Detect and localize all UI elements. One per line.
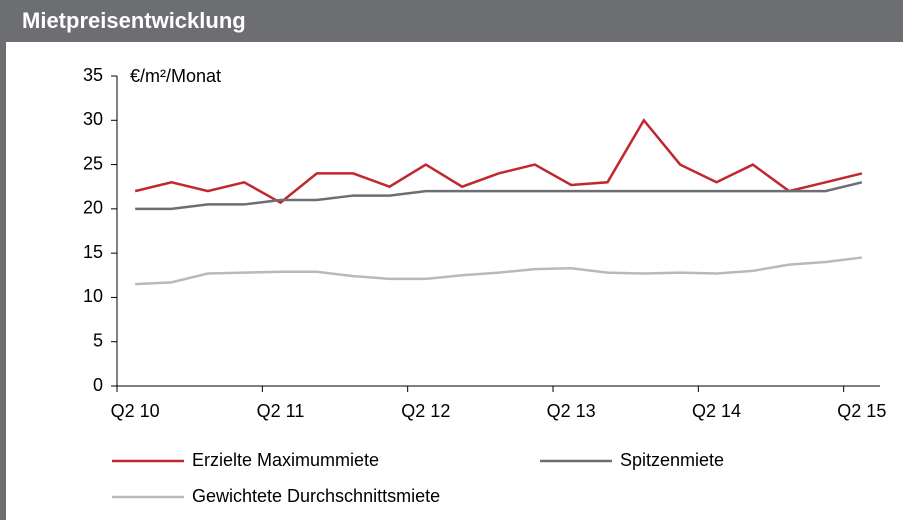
y-tick-label: 5	[93, 330, 103, 350]
frame-left	[0, 42, 6, 520]
y-tick-label: 20	[83, 198, 103, 218]
line-series	[135, 256, 862, 286]
x-tick-label: Q2 11	[257, 401, 305, 421]
y-tick-label: 15	[83, 242, 103, 262]
legend-label: Spitzenmiete	[620, 450, 724, 470]
y-tick-label: 0	[93, 375, 103, 395]
x-tick-label: Q2 14	[692, 401, 741, 421]
y-tick-label: 35	[83, 65, 103, 85]
line-series	[134, 118, 863, 205]
legend-label: Erzielte Maximummiete	[192, 450, 379, 470]
x-tick-label: Q2 10	[111, 401, 160, 421]
x-tick-label: Q2 12	[401, 401, 450, 421]
y-tick-label: 30	[83, 109, 103, 129]
x-tick-label: Q2 15	[837, 401, 886, 421]
y-axis-label: €/m²/Monat	[130, 66, 221, 86]
y-tick-label: 25	[83, 153, 103, 173]
title-bar	[0, 0, 903, 42]
y-tick-label: 10	[83, 286, 103, 306]
chart-title: Mietpreisentwicklung	[22, 8, 246, 33]
line-series	[135, 181, 863, 211]
legend-label: Gewichtete Durchschnittsmiete	[192, 486, 440, 506]
x-tick-label: Q2 13	[547, 401, 596, 421]
